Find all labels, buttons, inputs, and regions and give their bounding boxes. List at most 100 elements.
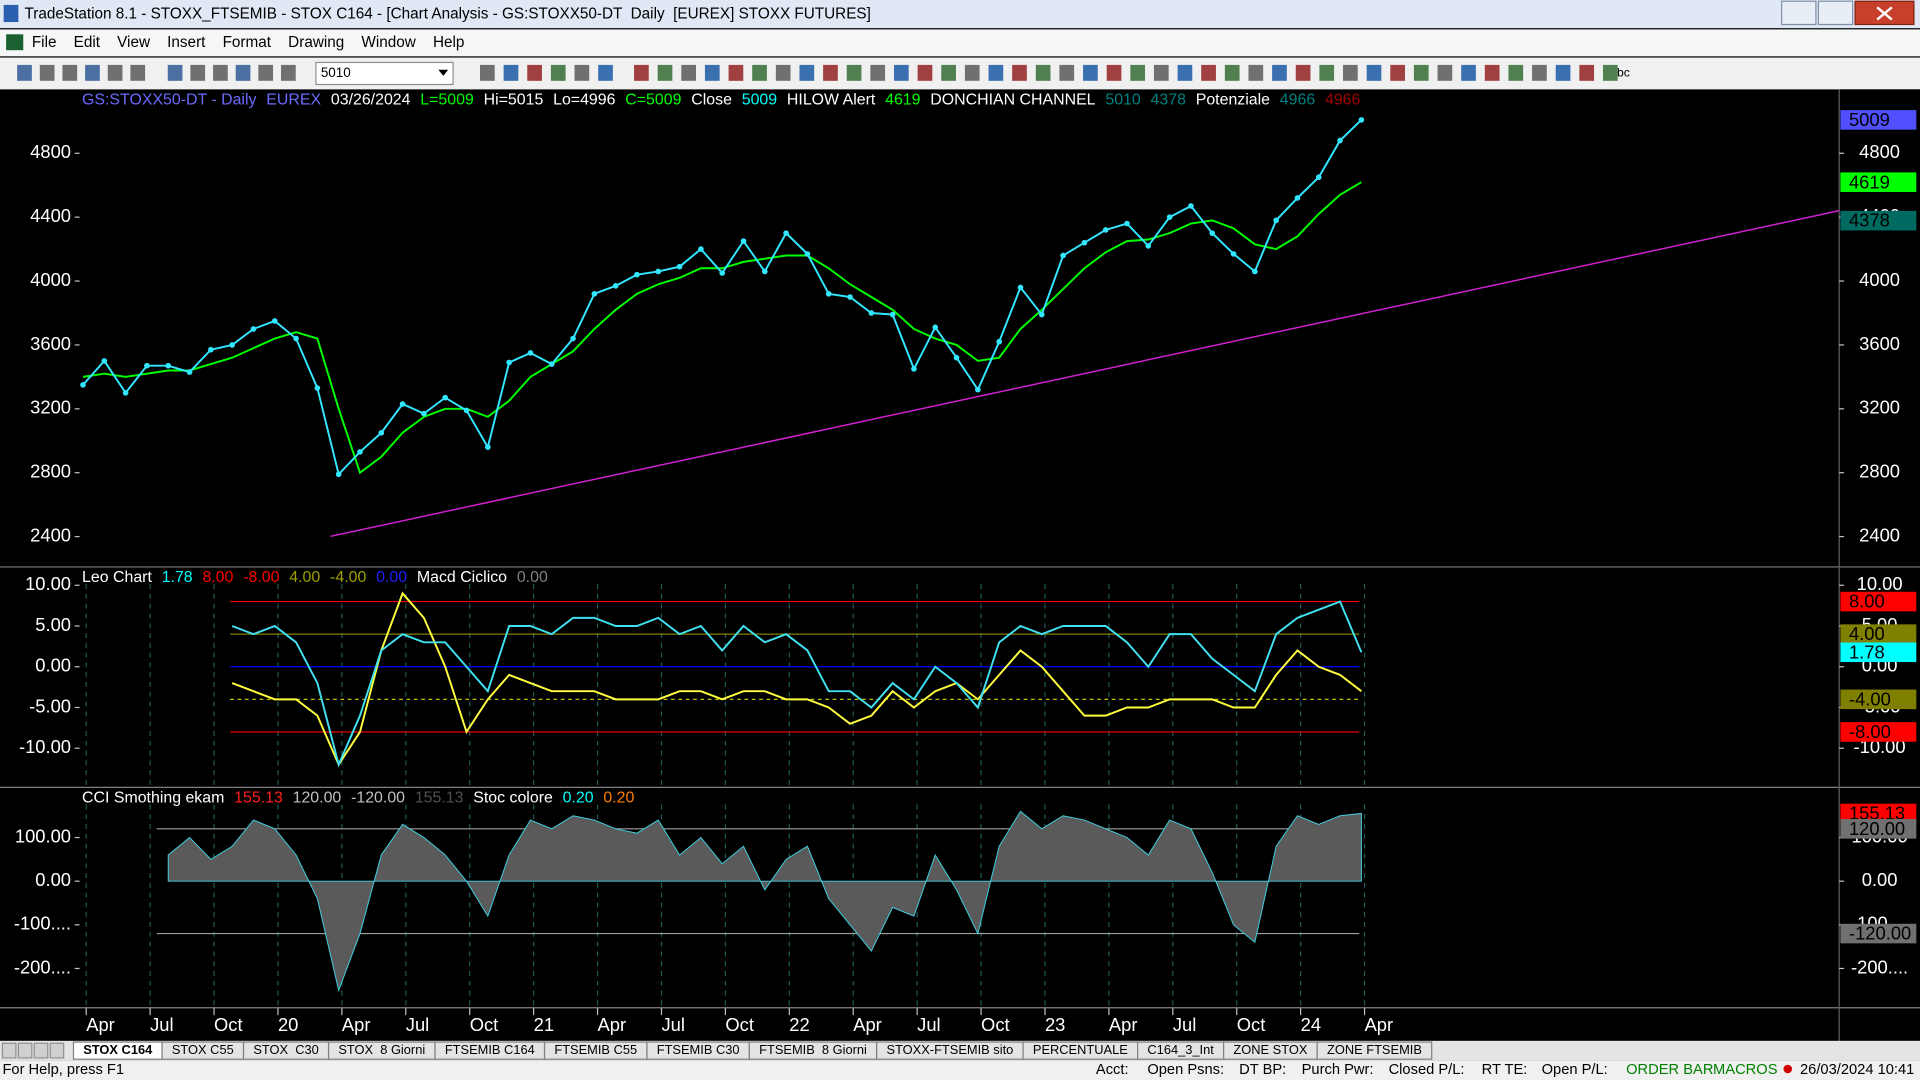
price-marker [634, 271, 640, 278]
toolbar-icon[interactable] [527, 64, 542, 81]
toolbar-icon[interactable] [550, 64, 566, 81]
x-tick-label: 21 [534, 1014, 554, 1035]
toolbar-icon[interactable] [62, 64, 78, 81]
toolbar-icon[interactable] [1366, 64, 1382, 81]
price-marker [378, 429, 385, 436]
toolbar-icon[interactable] [1272, 64, 1287, 81]
toolbar-icon[interactable] [190, 64, 206, 81]
toolbar-icon[interactable] [1012, 64, 1027, 81]
tab-label[interactable]: FTSEMIB C55 [554, 1042, 637, 1057]
toolbar-icon[interactable] [728, 64, 744, 81]
menu-item[interactable]: Format [223, 34, 272, 51]
toolbar-icon[interactable] [1224, 64, 1240, 81]
toolbar-icon[interactable] [1059, 64, 1075, 81]
toolbar-icon[interactable] [85, 64, 100, 81]
menu-item[interactable]: Insert [167, 34, 206, 51]
price-marker [1294, 195, 1301, 201]
tab-label[interactable]: FTSEMIB C30 [657, 1042, 740, 1057]
toolbar-icon[interactable] [752, 64, 767, 81]
toolbar-icon[interactable] [17, 64, 32, 81]
tab-scroll[interactable] [1, 1042, 17, 1059]
toolbar-icon[interactable] [213, 64, 228, 81]
toolbar-icon[interactable] [846, 64, 862, 81]
toolbar-icon[interactable] [1295, 64, 1311, 81]
toolbar-icon[interactable] [1508, 64, 1524, 81]
tab-scroll[interactable] [33, 1042, 49, 1059]
tab-label[interactable]: ZONE STOX [1233, 1042, 1307, 1057]
toolbar-icon[interactable] [870, 64, 886, 81]
toolbar-icon[interactable] [988, 64, 1004, 81]
toolbar-icon[interactable] [1319, 64, 1335, 81]
toolbar-icon[interactable] [941, 64, 956, 81]
maximize-button[interactable] [1817, 0, 1854, 26]
tab-label[interactable]: FTSEMIB C164 [445, 1042, 535, 1057]
toolbar-icon[interactable] [1106, 64, 1122, 81]
toolbar-icon[interactable] [1153, 64, 1169, 81]
tab-label[interactable]: FTSEMIB 8 Giorni [759, 1042, 867, 1057]
toolbar-icon[interactable] [258, 64, 274, 81]
toolbar-icon[interactable] [1177, 64, 1193, 81]
toolbar-icon[interactable] [964, 64, 980, 81]
menu-item[interactable]: File [32, 34, 57, 51]
tab-label[interactable]: STOXX-FTSEMIB sito [887, 1042, 1014, 1057]
minimize-button[interactable] [1781, 0, 1817, 26]
tab-label[interactable]: STOX C164 [83, 1042, 153, 1057]
toolbar-icon[interactable] [775, 64, 791, 81]
toolbar-icon[interactable] [574, 64, 590, 81]
toolbar-icon[interactable] [1484, 64, 1500, 81]
tab-label[interactable]: STOX C30 [253, 1042, 318, 1057]
toolbar-icon[interactable] [657, 64, 673, 81]
toolbar-icon[interactable] [598, 64, 613, 81]
toolbar-icon[interactable] [799, 64, 815, 81]
price-marker [335, 471, 342, 478]
toolbar-icon[interactable] [281, 64, 296, 81]
toolbar-icon[interactable] [894, 64, 909, 81]
x-tick-label: Apr [342, 1014, 371, 1035]
tab-label[interactable]: ZONE FTSEMIB [1327, 1042, 1422, 1057]
status-item: Closed P/L: [1389, 1062, 1465, 1078]
toolbar-icon[interactable] [235, 64, 251, 81]
price-marker [271, 318, 278, 324]
toolbar-icon[interactable] [634, 64, 649, 81]
toolbar-icon[interactable] [480, 64, 495, 81]
price-marker [1145, 243, 1152, 249]
toolbar-icon[interactable] [823, 64, 838, 81]
menu-item[interactable]: Drawing [288, 34, 344, 51]
price-marker [719, 270, 726, 276]
menu-item[interactable]: Window [361, 34, 416, 51]
toolbar-icon[interactable] [1413, 64, 1429, 81]
toolbar-icon[interactable] [130, 64, 146, 81]
toolbar-icon[interactable] [1437, 64, 1453, 81]
toolbar-icon[interactable] [1555, 64, 1571, 81]
toolbar-icon[interactable] [1343, 64, 1358, 81]
toolbar-icon[interactable] [704, 64, 720, 81]
menu-item[interactable]: View [117, 34, 151, 51]
menu-item[interactable]: Edit [74, 34, 101, 51]
toolbar-icon[interactable] [39, 64, 55, 81]
y-tick-label: 3200 [1859, 397, 1900, 418]
symbol-combo[interactable] [315, 61, 454, 86]
tab-scroll[interactable] [17, 1042, 33, 1059]
toolbar-icon[interactable] [1130, 64, 1146, 81]
toolbar-icon[interactable] [1461, 64, 1476, 81]
toolbar-icon[interactable] [503, 64, 519, 81]
toolbar-icon[interactable] [917, 64, 933, 81]
toolbar-icon[interactable] [1201, 64, 1216, 81]
toolbar-icon[interactable] [1602, 64, 1618, 81]
toolbar-icon[interactable] [681, 64, 696, 81]
tab-label[interactable]: C164_3_Int [1147, 1042, 1214, 1057]
tab-label[interactable]: STOX 8 Giorni [338, 1042, 425, 1057]
toolbar-icon[interactable] [1035, 64, 1051, 81]
toolbar-icon[interactable] [107, 64, 123, 81]
toolbar-icon[interactable] [167, 64, 183, 81]
tab-label[interactable]: STOX C55 [172, 1042, 234, 1057]
toolbar-icon[interactable] [1083, 64, 1098, 81]
menu-item[interactable]: Help [433, 34, 464, 51]
toolbar-icon[interactable] [1532, 64, 1547, 81]
tab-label[interactable]: PERCENTUALE [1033, 1042, 1128, 1057]
tab[interactable] [1316, 1041, 1433, 1060]
toolbar-icon[interactable] [1248, 64, 1264, 81]
toolbar-icon[interactable] [1390, 64, 1405, 81]
toolbar-icon[interactable] [1579, 64, 1595, 81]
tab-scroll[interactable] [49, 1042, 65, 1059]
